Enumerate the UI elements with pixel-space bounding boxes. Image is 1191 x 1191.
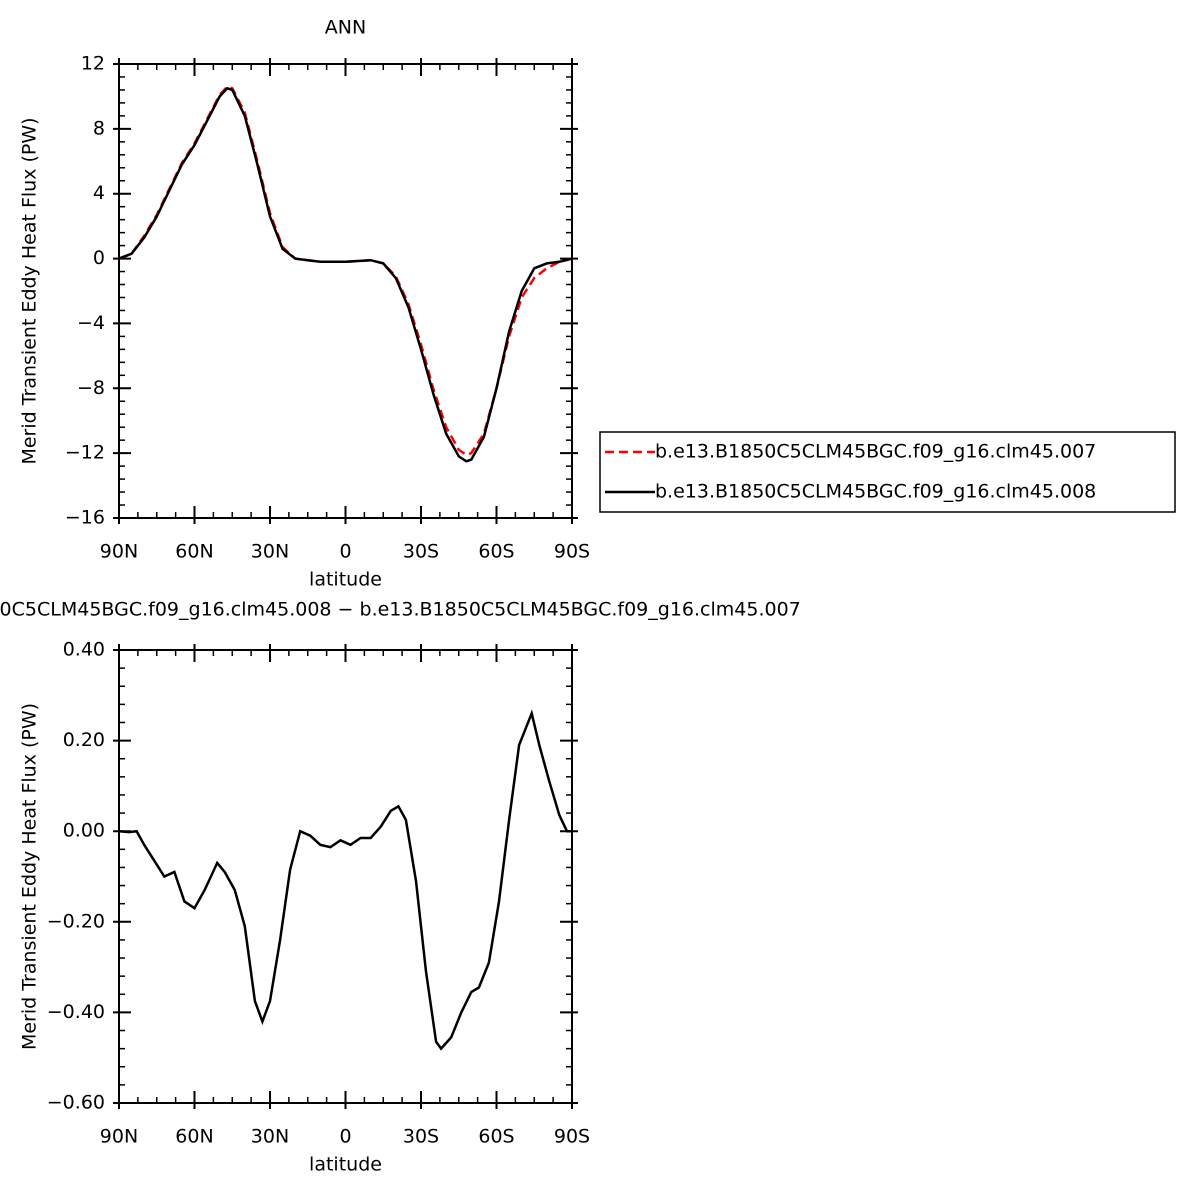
chart-panel: ANN latitude Merid Transient Eddy Heat Flu…	[19, 17, 1176, 591]
y-tick-label: −0.20	[47, 910, 105, 932]
plot-frame	[118, 649, 573, 1104]
legend-box	[599, 431, 1176, 513]
x-tick-label: 60S	[478, 541, 514, 563]
y-tick-label: −12	[65, 442, 105, 464]
y-tick-label: −8	[77, 377, 105, 399]
chart-title: b.e13.B1850C5CLM45BGC.f09_g16.clm45.008 …	[0, 599, 801, 621]
x-tick-label: 30N	[251, 541, 289, 563]
y-tick-label: 0.20	[63, 729, 105, 751]
y-tick-label: 12	[81, 53, 105, 75]
x-tick-label: 30S	[403, 1126, 439, 1148]
data-line	[118, 86, 573, 463]
data-line	[118, 709, 572, 1051]
y-tick-label: −0.60	[47, 1092, 105, 1114]
data-line	[118, 85, 573, 457]
y-tick-label: −4	[77, 312, 105, 334]
x-tick-label: 60N	[175, 541, 213, 563]
x-tick-label: 30S	[403, 541, 439, 563]
legend-label: b.e13.B1850C5CLM45BGC.f09_g16.clm45.007	[655, 441, 1096, 463]
y-tick-label: 0.00	[63, 820, 105, 842]
x-tick-label: 0	[339, 1126, 351, 1148]
x-tick-label: 60S	[478, 1126, 514, 1148]
x-tick-label: 30N	[251, 1126, 289, 1148]
y-axis-label-clip: Merid Transient Eddy Heat Flux (PW)	[19, 703, 41, 1050]
legend-label: b.e13.B1850C5CLM45BGC.f09_g16.clm45.008	[655, 481, 1096, 503]
x-tick-label: 0	[339, 541, 351, 563]
x-tick-label: 90N	[100, 1126, 138, 1148]
x-tick-label: 90N	[100, 541, 138, 563]
y-tick-label: 0.40	[63, 639, 105, 661]
y-tick-label: 8	[93, 117, 105, 139]
y-axis-label: Merid Transient Eddy Heat Flux (PW)	[19, 117, 41, 464]
chart-panel: b.e13.B1850C5CLM45BGC.f09_g16.clm45.008 …	[0, 599, 801, 1176]
y-tick-label: −0.40	[47, 1001, 105, 1023]
y-tick-label: 0	[93, 247, 105, 269]
x-tick-label: 90S	[554, 541, 590, 563]
x-tick-label: 60N	[175, 1126, 213, 1148]
x-tick-label: 90S	[554, 1126, 590, 1148]
y-tick-label: 4	[93, 182, 105, 204]
chart-title: ANN	[325, 17, 366, 39]
x-axis-label: latitude	[309, 569, 382, 591]
plot-frame	[118, 63, 573, 519]
x-axis-label: latitude	[309, 1154, 382, 1176]
y-axis-label: Merid Transient Eddy Heat Flux (PW)	[19, 703, 41, 1050]
y-tick-label: −16	[65, 507, 105, 529]
